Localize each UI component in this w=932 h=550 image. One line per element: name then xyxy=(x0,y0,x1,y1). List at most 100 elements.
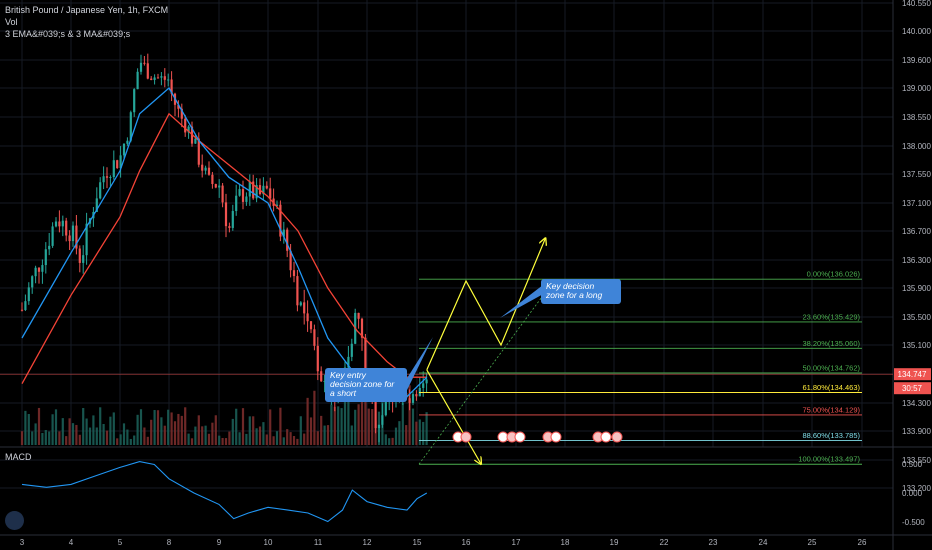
time-axis-label: 24 xyxy=(759,538,768,547)
volume-bar xyxy=(422,421,425,445)
price-axis-label: 133.900 xyxy=(902,427,931,436)
volume-bar xyxy=(112,412,115,445)
volume-bar xyxy=(180,415,183,445)
volume-bar xyxy=(364,389,367,445)
candle-body xyxy=(289,250,292,271)
candle-body xyxy=(146,63,149,79)
candle-body xyxy=(415,394,418,397)
volume-bar xyxy=(218,435,221,445)
volume-bar xyxy=(197,415,200,445)
volume-bar xyxy=(224,438,228,445)
candle-body xyxy=(177,104,180,109)
volume-bar xyxy=(31,431,34,445)
candle-body xyxy=(221,185,224,203)
candle-body xyxy=(119,155,122,169)
volume-bar xyxy=(177,413,180,445)
fib-level-label: 23.60%(135.429) xyxy=(802,312,860,321)
projection-arrows xyxy=(426,238,546,464)
callout-text: a short xyxy=(330,388,357,398)
volume-bar xyxy=(85,418,88,445)
volume-bar xyxy=(258,426,262,445)
callout-text: Key decision xyxy=(546,281,594,291)
candle-body xyxy=(65,220,68,236)
event-markers xyxy=(452,431,623,443)
candle-body xyxy=(425,379,428,384)
price-axis-label: 138.550 xyxy=(902,113,931,122)
volume-bar xyxy=(279,407,282,445)
candle-body xyxy=(163,76,166,80)
volume-bar xyxy=(296,438,299,445)
volume-bar xyxy=(398,421,401,445)
time-axis-label: 26 xyxy=(858,538,867,547)
candle-body xyxy=(374,397,377,429)
volume-bar xyxy=(292,436,296,445)
candle-body xyxy=(245,196,248,202)
candle-body xyxy=(143,62,146,64)
candle-body xyxy=(75,225,78,249)
volume-bar xyxy=(221,437,224,445)
long-projection-arrow xyxy=(426,238,546,371)
price-axis-label: 135.100 xyxy=(902,341,931,350)
legend-indicators: 3 EMA&#039;s & 3 MA&#039;s xyxy=(5,29,131,39)
volume-bar xyxy=(360,385,364,445)
candle-body xyxy=(292,270,296,277)
countdown-label: 30:57 xyxy=(902,384,923,393)
volume-bar xyxy=(326,425,330,445)
volume-bar xyxy=(68,418,71,445)
candle-body xyxy=(228,226,231,228)
volume-bar xyxy=(20,431,24,445)
candle-body xyxy=(357,312,360,319)
volume-bar xyxy=(388,438,391,445)
tradingview-logo[interactable] xyxy=(5,511,24,530)
economic-event-icon xyxy=(550,431,562,443)
candle-body xyxy=(320,371,323,382)
volume-bar xyxy=(167,409,170,445)
candle-body xyxy=(153,77,156,80)
volume-bar xyxy=(411,408,415,445)
time-axis-label: 19 xyxy=(610,538,619,547)
volume-bar xyxy=(37,407,41,445)
candle-body xyxy=(85,223,88,256)
candle-body xyxy=(269,188,272,199)
volume-bar xyxy=(146,436,149,445)
volume-bar xyxy=(228,431,231,445)
candle-body xyxy=(37,267,41,272)
countdown-badge xyxy=(894,382,931,395)
volume-bar xyxy=(136,414,139,445)
volume-bar xyxy=(78,434,81,445)
economic-event-icon xyxy=(460,431,472,443)
fib-level-label: 50.00%(134.762) xyxy=(802,364,860,373)
volume-bar xyxy=(371,409,374,445)
volume-bar xyxy=(92,415,95,445)
candle-body xyxy=(408,398,411,403)
economic-event-icon xyxy=(611,431,623,443)
volume-bar xyxy=(262,422,265,445)
volume-bar xyxy=(133,435,136,445)
volume-bar xyxy=(109,416,112,445)
volume-bar xyxy=(187,433,190,445)
candle-body xyxy=(350,343,353,357)
callout-text: zone for a long xyxy=(545,290,603,300)
candle-body xyxy=(238,189,241,196)
candle-body xyxy=(116,160,119,169)
macd-pane: 0.500 0.000 -0.500 xyxy=(21,460,925,527)
candle-body xyxy=(252,181,255,199)
candle-body xyxy=(139,62,143,72)
volume-bar xyxy=(75,424,78,445)
candle-body xyxy=(61,220,64,227)
time-axis-label: 22 xyxy=(660,538,669,547)
time-axis-label: 25 xyxy=(808,538,817,547)
volume-bar xyxy=(231,418,234,445)
time-axis-label: 5 xyxy=(118,538,123,547)
callout-tail xyxy=(407,337,433,391)
candle-body xyxy=(31,276,34,288)
volume-bar xyxy=(99,407,102,445)
candle-body xyxy=(95,198,98,212)
volume-bar xyxy=(24,410,27,445)
volume-bar xyxy=(184,407,187,445)
volume-bar xyxy=(139,409,143,445)
volume-bar xyxy=(58,431,61,445)
candle-body xyxy=(214,184,217,188)
candle-body xyxy=(248,181,251,197)
